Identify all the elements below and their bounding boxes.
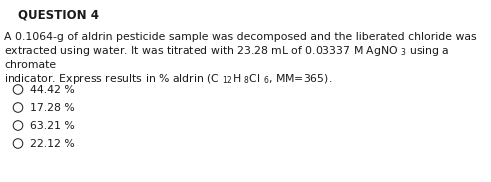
Text: indicator. Express results in % aldrin (C $_{12}$H $_{8}$Cl $_{6}$, MM=365).: indicator. Express results in % aldrin (… (4, 72, 332, 86)
Text: extracted using water. It was titrated with 23.28 mL of 0.03337 M AgNO $_{3}$ us: extracted using water. It was titrated w… (4, 44, 450, 58)
Text: 44.42 %: 44.42 % (30, 85, 75, 95)
Text: QUESTION 4: QUESTION 4 (18, 8, 99, 21)
Text: 22.12 %: 22.12 % (30, 139, 75, 149)
Text: 17.28 %: 17.28 % (30, 103, 75, 113)
Text: 63.21 %: 63.21 % (30, 121, 75, 131)
Text: chromate: chromate (4, 60, 56, 70)
Text: A 0.1064-g of aldrin pesticide sample was decomposed and the liberated chloride : A 0.1064-g of aldrin pesticide sample wa… (4, 32, 477, 42)
